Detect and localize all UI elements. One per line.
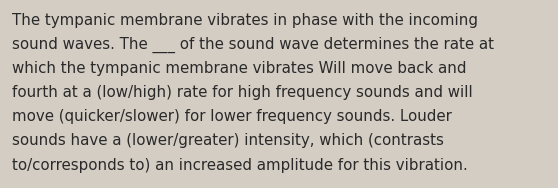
Text: fourth at a (low/high) rate for high frequency sounds and will: fourth at a (low/high) rate for high fre…: [12, 85, 473, 100]
Text: sound waves. The ___ of the sound wave determines the rate at: sound waves. The ___ of the sound wave d…: [12, 37, 494, 53]
Text: which the tympanic membrane vibrates Will move back and: which the tympanic membrane vibrates Wil…: [12, 61, 467, 76]
Text: The tympanic membrane vibrates in phase with the incoming: The tympanic membrane vibrates in phase …: [12, 13, 478, 28]
Text: sounds have a (lower/greater) intensity, which (contrasts: sounds have a (lower/greater) intensity,…: [12, 133, 444, 149]
Text: to/corresponds to) an increased amplitude for this vibration.: to/corresponds to) an increased amplitud…: [12, 158, 468, 173]
Text: move (quicker/slower) for lower frequency sounds. Louder: move (quicker/slower) for lower frequenc…: [12, 109, 452, 124]
